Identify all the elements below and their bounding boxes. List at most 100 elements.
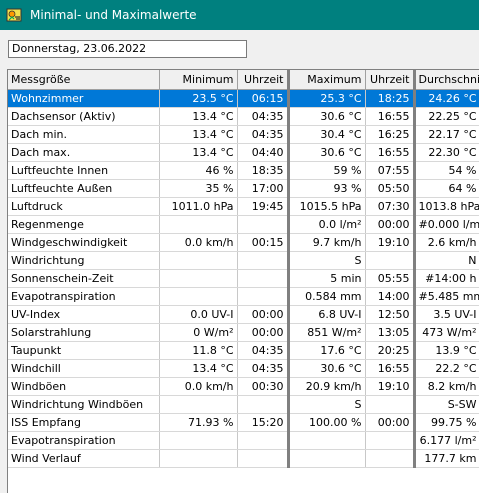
table-row[interactable]: Wohnzimmer 23.5 °C 06:15 25.3 °C 18:25 24.26 …: [8, 89, 479, 108]
cell-name: Luftdruck: [8, 197, 160, 216]
cell-min-time: [237, 215, 290, 234]
cell-min-time: 17:00: [237, 179, 290, 198]
table-row[interactable]: Luftfeuchte Innen 46 % 18:35 59 % 07:55 54 %: [8, 161, 479, 180]
cell-name: Dach min.: [8, 125, 160, 144]
cell-min-time: 00:15: [237, 233, 290, 252]
cell-maximum: 100.00 %: [288, 413, 366, 432]
cell-average: 2.6 km/h: [414, 233, 479, 252]
table-row[interactable]: Windrichtung Windböen S S-SW: [8, 395, 479, 414]
table-row[interactable]: Windchill 13.4 °C 04:35 30.6 °C 16:55 22.2 °C: [8, 359, 479, 378]
column-header-messgroesse[interactable]: Messgröße: [8, 70, 160, 90]
cell-max-time: 07:55: [365, 161, 416, 180]
table-row[interactable]: Dachsensor (Aktiv) 13.4 °C 04:35 30.6 °C 16:…: [8, 107, 479, 126]
cell-max-time: [365, 431, 416, 450]
column-header-uhrzeit-max[interactable]: Uhrzeit: [365, 70, 416, 90]
cell-minimum: 71.93 %: [159, 413, 238, 432]
cell-name: Luftfeuchte Innen: [8, 161, 160, 180]
table-row[interactable]: Windgeschwindigkeit 0.0 km/h 00:15 9.7 km/h…: [8, 233, 479, 252]
table-row[interactable]: Wind Verlauf 177.7 km: [8, 449, 479, 468]
date-field[interactable]: Donnerstag, 23.06.2022: [8, 40, 247, 58]
column-header-uhrzeit-min[interactable]: Uhrzeit: [237, 70, 290, 90]
table-row[interactable]: Windböen 0.0 km/h 00:30 20.9 km/h 19:10 8.2 k…: [8, 377, 479, 396]
table-row[interactable]: Regenmenge 0.0 l/m² 00:00 #0.000 l/m²: [8, 215, 479, 234]
cell-minimum: 23.5 °C: [159, 89, 238, 108]
cell-minimum: 0.0 km/h: [159, 233, 238, 252]
cell-name: Windrichtung Windböen: [8, 395, 160, 414]
cell-name: Windchill: [8, 359, 160, 378]
cell-min-time: 19:45: [237, 197, 290, 216]
cell-name: Regenmenge: [8, 215, 160, 234]
cell-maximum: 30.6 °C: [288, 143, 366, 162]
cell-min-time: 00:00: [237, 323, 290, 342]
cell-minimum: 13.4 °C: [159, 359, 238, 378]
column-header-durchschnitt[interactable]: Durchschnitt: [414, 70, 479, 90]
table-row[interactable]: Taupunkt 11.8 °C 04:35 17.6 °C 20:25 13.9 °C: [8, 341, 479, 360]
table-row[interactable]: Sonnenschein-Zeit 5 min 05:55 #14:00 h: [8, 269, 479, 288]
cell-max-time: 05:55: [365, 269, 416, 288]
minmax-table-container[interactable]: Messgröße Minimum Uhrzeit Maximum Uhrzei…: [7, 69, 479, 493]
table-row[interactable]: Windrichtung S N: [8, 251, 479, 270]
cell-average: #0.000 l/m²: [414, 215, 479, 234]
cell-max-time: 16:55: [365, 143, 416, 162]
table-row[interactable]: Solarstrahlung 0 W/m² 00:00 851 W/m² 13:05 47…: [8, 323, 479, 342]
weather-station-icon: [6, 7, 22, 23]
table-row[interactable]: Dach max. 13.4 °C 04:40 30.6 °C 16:55 22.30 °…: [8, 143, 479, 162]
cell-maximum: 851 W/m²: [288, 323, 366, 342]
column-header-minimum[interactable]: Minimum: [159, 70, 238, 90]
cell-maximum: 25.3 °C: [288, 89, 366, 108]
cell-minimum: [159, 431, 238, 450]
cell-average: 3.5 UV-I: [414, 305, 479, 324]
table-row[interactable]: Evapotranspiration 0.584 mm 14:00 #5.485 mm: [8, 287, 479, 306]
cell-name: Sonnenschein-Zeit: [8, 269, 160, 288]
cell-min-time: 15:20: [237, 413, 290, 432]
table-row[interactable]: Evapotranspiration 6.177 l/m²: [8, 431, 479, 450]
cell-minimum: 13.4 °C: [159, 143, 238, 162]
cell-average: 473 W/m²: [414, 323, 479, 342]
cell-average: 13.9 °C: [414, 341, 479, 360]
table-row[interactable]: Luftdruck 1011.0 hPa 19:45 1015.5 hPa 07:30 1…: [8, 197, 479, 216]
cell-min-time: 06:15: [237, 89, 290, 108]
cell-average: 24.26 °C: [414, 89, 479, 108]
cell-name: Wohnzimmer: [8, 89, 160, 108]
cell-maximum: 1015.5 hPa: [288, 197, 366, 216]
cell-min-time: 00:00: [237, 305, 290, 324]
cell-average: N: [414, 251, 479, 270]
cell-max-time: 19:10: [365, 377, 416, 396]
cell-max-time: 14:00: [365, 287, 416, 306]
cell-name: Windgeschwindigkeit: [8, 233, 160, 252]
column-header-maximum[interactable]: Maximum: [288, 70, 366, 90]
cell-name: Windböen: [8, 377, 160, 396]
cell-max-time: 18:25: [365, 89, 416, 108]
cell-min-time: 00:30: [237, 377, 290, 396]
table-row[interactable]: Luftfeuchte Außen 35 % 17:00 93 % 05:50 64 %: [8, 179, 479, 198]
cell-average: 99.75 %: [414, 413, 479, 432]
cell-min-time: [237, 449, 290, 468]
cell-maximum: 30.6 °C: [288, 107, 366, 126]
cell-minimum: 35 %: [159, 179, 238, 198]
cell-average: 22.17 °C: [414, 125, 479, 144]
cell-maximum: 0.584 mm: [288, 287, 366, 306]
cell-maximum: 20.9 km/h: [288, 377, 366, 396]
cell-min-time: 04:35: [237, 359, 290, 378]
table-row[interactable]: UV-Index 0.0 UV-I 00:00 6.8 UV-I 12:50 3.5 UV…: [8, 305, 479, 324]
cell-name: Evapotranspiration: [8, 287, 160, 306]
cell-max-time: [365, 251, 416, 270]
cell-maximum: 59 %: [288, 161, 366, 180]
cell-average: 1013.8 hPa: [414, 197, 479, 216]
cell-average: #5.485 mm: [414, 287, 479, 306]
cell-minimum: [159, 449, 238, 468]
cell-name: Luftfeuchte Außen: [8, 179, 160, 198]
cell-min-time: 18:35: [237, 161, 290, 180]
cell-name: UV-Index: [8, 305, 160, 324]
table-row[interactable]: ISS Empfang 71.93 % 15:20 100.00 % 00:00 99.7…: [8, 413, 479, 432]
cell-name: Evapotranspiration: [8, 431, 160, 450]
cell-average: 22.30 °C: [414, 143, 479, 162]
cell-minimum: 13.4 °C: [159, 125, 238, 144]
cell-max-time: 16:55: [365, 359, 416, 378]
title-bar[interactable]: Minimal- und Maximalwerte: [0, 0, 479, 30]
table-row[interactable]: Dach min. 13.4 °C 04:35 30.4 °C 16:25 22.17 °…: [8, 125, 479, 144]
cell-min-time: [237, 395, 290, 414]
cell-max-time: 16:55: [365, 107, 416, 126]
cell-max-time: 00:00: [365, 413, 416, 432]
cell-min-time: [237, 287, 290, 306]
